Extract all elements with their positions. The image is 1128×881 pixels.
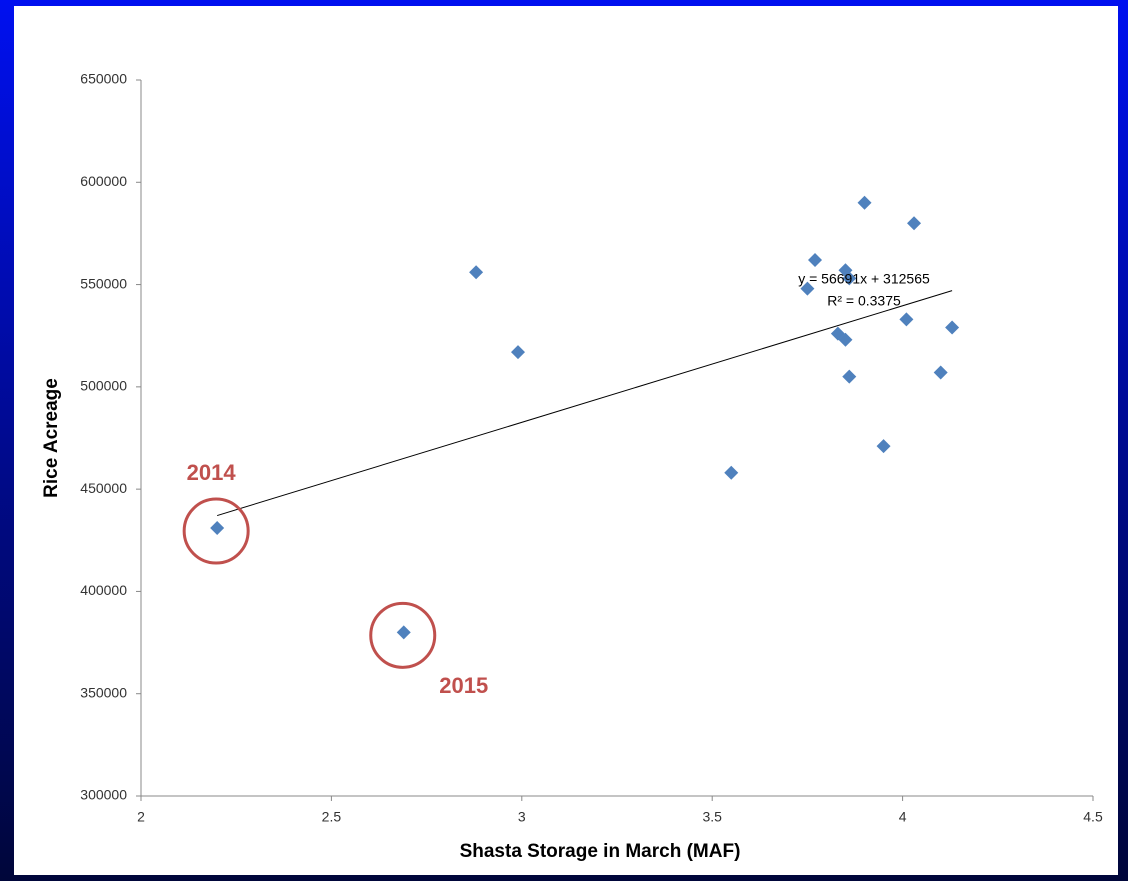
- trendline-equation: y = 56691x + 312565: [798, 271, 930, 287]
- y-tick-label: 550000: [80, 275, 127, 291]
- point: [907, 216, 922, 231]
- point: [210, 521, 225, 536]
- point: [857, 195, 872, 210]
- x-axis-title: Shasta Storage in March (MAF): [460, 841, 741, 862]
- y-tick-label: 600000: [80, 173, 127, 189]
- y-tick-label: 400000: [80, 582, 127, 598]
- point: [933, 365, 948, 380]
- trendline-r-squared: R² = 0.3375: [827, 293, 901, 309]
- point: [510, 345, 525, 360]
- y-tick-label: 500000: [80, 378, 127, 394]
- point: [842, 369, 857, 384]
- point: [800, 281, 815, 296]
- x-tick-label: 4: [899, 809, 907, 825]
- plot-panel: [14, 6, 1118, 875]
- trendline: [217, 290, 953, 517]
- annotation-circle: [369, 601, 437, 669]
- point: [945, 320, 960, 335]
- x-tick-label: 4.5: [1083, 809, 1103, 825]
- point: [469, 265, 484, 280]
- x-tick-label: 2: [137, 809, 145, 825]
- y-axis-title: Rice Acreage: [41, 378, 62, 498]
- x-tick-label: 3: [518, 809, 526, 825]
- y-tick-label: 650000: [80, 71, 127, 87]
- point: [899, 312, 914, 327]
- point: [876, 439, 891, 454]
- x-tick-label: 3.5: [702, 809, 722, 825]
- annotation-label: 2014: [187, 460, 237, 485]
- point: [838, 332, 853, 347]
- x-tick-label: 2.5: [322, 809, 342, 825]
- point: [396, 625, 411, 640]
- point: [842, 271, 857, 286]
- y-tick-label: 350000: [80, 684, 127, 700]
- annotation-circle: [182, 497, 250, 565]
- y-tick-label: 450000: [80, 480, 127, 496]
- point: [808, 253, 823, 268]
- point: [724, 465, 739, 480]
- annotation-label: 2015: [439, 673, 488, 698]
- y-tick-label: 300000: [80, 787, 127, 803]
